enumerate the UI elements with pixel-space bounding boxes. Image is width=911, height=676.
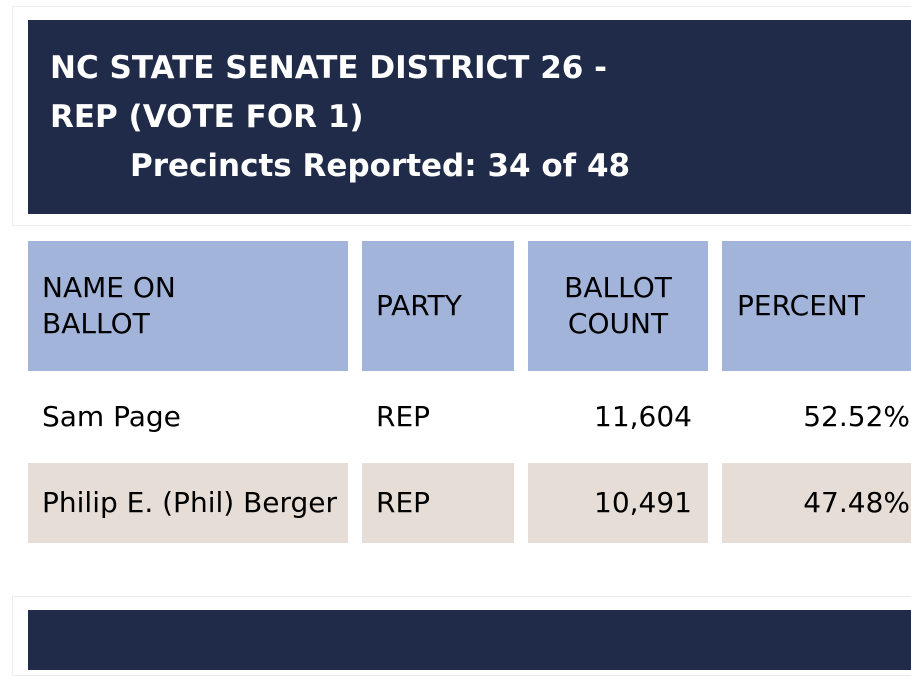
column-header-ballot-count: BALLOT COUNT	[528, 241, 708, 371]
table-header-row: NAME ON BALLOT PARTY BALLOT COUNT PERCEN…	[28, 241, 911, 371]
ballot-count-cell: 10,491	[528, 463, 708, 543]
contest-header: NC STATE SENATE DISTRICT 26 - REP (VOTE …	[28, 20, 911, 214]
column-header-party: PARTY	[362, 241, 514, 371]
party-cell: REP	[362, 376, 514, 458]
contest-panel: NC STATE SENATE DISTRICT 26 - REP (VOTE …	[12, 6, 911, 226]
percent-cell: 47.48%	[722, 463, 911, 543]
ballot-count-cell: 11,604	[528, 376, 708, 458]
precincts-reported: Precincts Reported: 34 of 48	[130, 148, 631, 184]
column-header-percent: PERCENT	[722, 241, 911, 371]
column-header-name-on-ballot: NAME ON BALLOT	[28, 241, 348, 371]
percent-cell: 52.52%	[722, 376, 911, 458]
next-contest-header	[28, 610, 911, 670]
candidate-name-cell: Philip E. (Phil) Berger	[28, 463, 348, 543]
results-table: NAME ON BALLOT PARTY BALLOT COUNT PERCEN…	[14, 236, 911, 548]
table-row: Sam Page REP 11,604 52.52%	[28, 376, 911, 458]
table-row: Philip E. (Phil) Berger REP 10,491 47.48…	[28, 463, 911, 543]
next-contest-panel	[12, 596, 911, 676]
contest-title: NC STATE SENATE DISTRICT 26 - REP (VOTE …	[50, 50, 608, 135]
party-cell: REP	[362, 463, 514, 543]
candidate-name-cell: Sam Page	[28, 376, 348, 458]
